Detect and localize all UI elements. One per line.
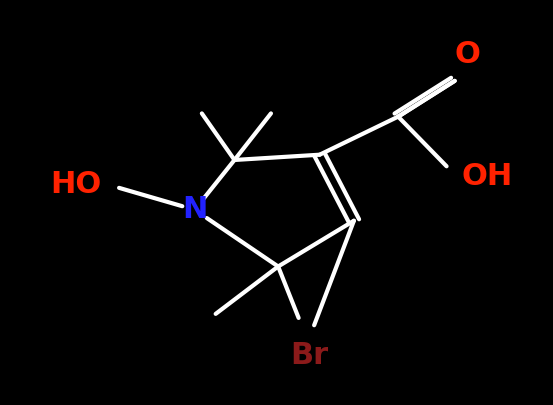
Text: N: N [182, 195, 207, 224]
Text: OH: OH [462, 162, 513, 191]
Text: Br: Br [291, 341, 328, 370]
Text: HO: HO [50, 170, 101, 199]
Text: O: O [455, 40, 480, 69]
